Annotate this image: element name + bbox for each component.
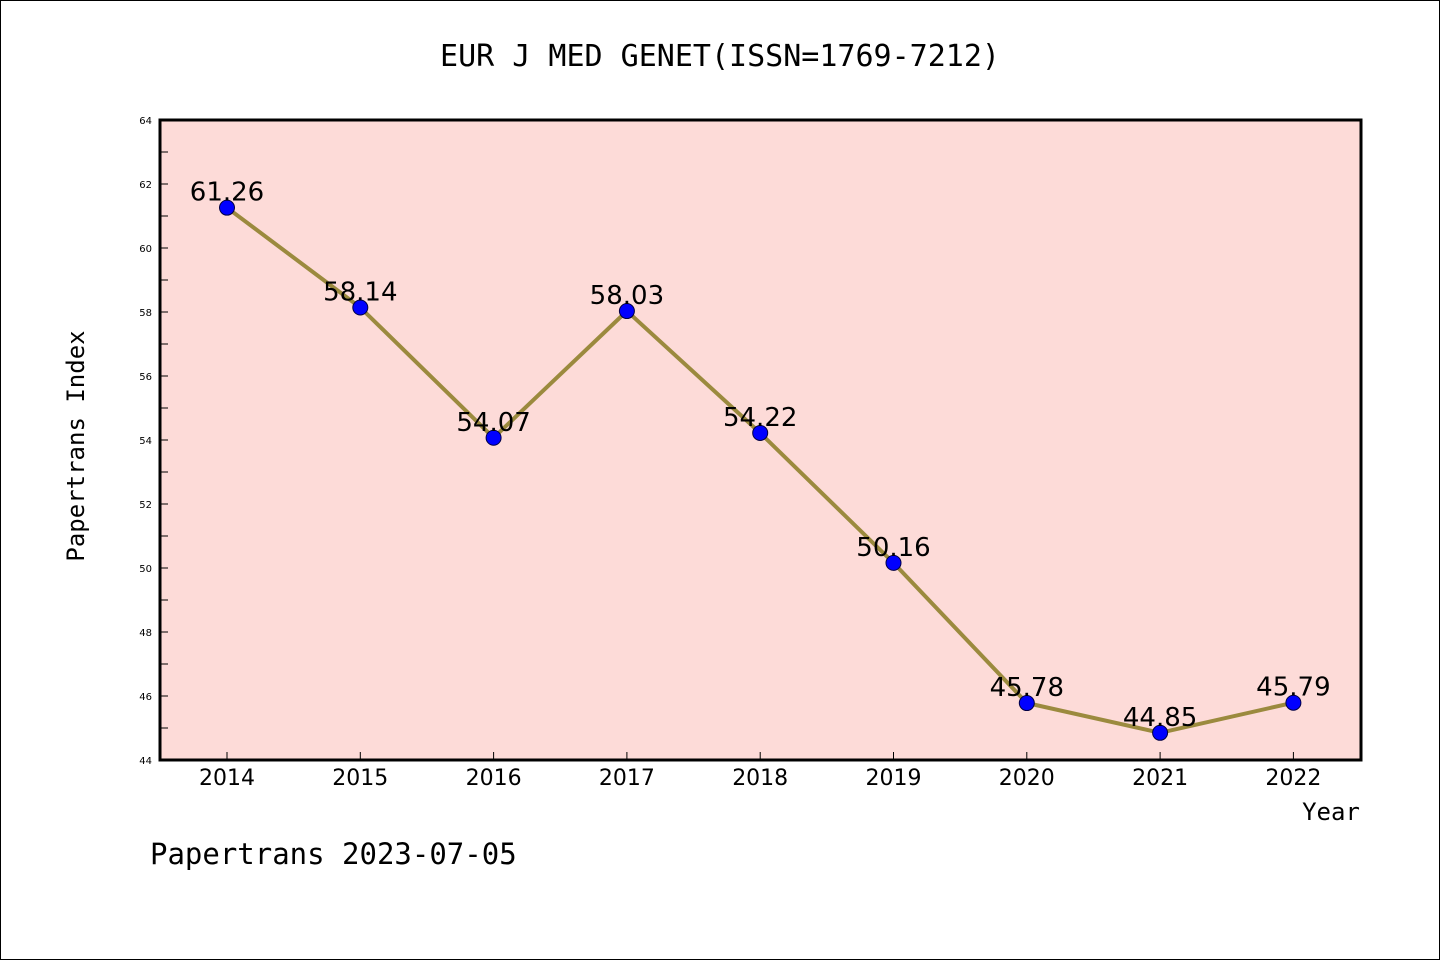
- data-point: [485, 429, 502, 446]
- x-tick-label: 2020: [999, 766, 1055, 791]
- x-axis: 2014 2015 2016 2017 2018 2019 2020 2021 2022: [199, 752, 1321, 791]
- y-tick-label: 62: [139, 180, 152, 191]
- data-label: 45.79: [1256, 673, 1330, 703]
- data-label: 50.16: [856, 533, 930, 563]
- y-tick-label: 60: [139, 244, 152, 255]
- y-tick-label: 50: [139, 564, 152, 575]
- x-tick-label: 2022: [1265, 766, 1321, 791]
- x-tick-label: 2017: [599, 766, 655, 791]
- data-label: 58.14: [323, 278, 397, 308]
- y-tick-label: 58: [139, 308, 152, 319]
- data-label: 54.07: [456, 408, 530, 438]
- data-point: [352, 299, 369, 316]
- x-tick-label: 2016: [466, 766, 522, 791]
- data-point: [1018, 695, 1035, 712]
- data-label: 58.03: [590, 281, 664, 311]
- data-label: 45.78: [990, 673, 1064, 703]
- x-tick-label: 2015: [332, 766, 388, 791]
- data-point: [1152, 724, 1169, 741]
- y-tick-label: 52: [139, 500, 152, 511]
- y-axis: 44 46 48 50 52 54 56 58 60 62 64: [139, 116, 168, 767]
- y-tick-label: 48: [139, 628, 152, 639]
- y-tick-label: 56: [139, 372, 152, 383]
- data-labels: 61.26 58.14 54.07 58.03 54.22 50.16 45.78 44.85…: [190, 178, 1331, 733]
- y-tick-label: 46: [139, 692, 152, 703]
- footer-text: Papertrans 2023-07-05: [150, 837, 517, 871]
- x-tick-label: 2019: [866, 766, 922, 791]
- data-label: 54.22: [723, 403, 797, 433]
- data-point: [219, 199, 235, 216]
- x-tick-label: 2021: [1132, 766, 1188, 791]
- y-tick-label: 44: [139, 756, 152, 767]
- x-tick-label: 2014: [199, 766, 255, 791]
- data-point: [752, 424, 769, 441]
- data-markers: [219, 199, 1302, 741]
- data-point: [885, 554, 902, 571]
- data-point: [618, 303, 635, 320]
- data-point: [1285, 694, 1302, 711]
- data-label: 44.85: [1123, 703, 1197, 733]
- y-tick-label: 54: [139, 436, 152, 447]
- x-tick-label: 2018: [732, 766, 788, 791]
- chart-title: EUR J MED GENET(ISSN=1769-7212): [440, 39, 1000, 74]
- y-axis-title: Papertrans Index: [62, 330, 90, 561]
- x-axis-title: Year: [1302, 798, 1360, 826]
- y-tick-label: 64: [139, 116, 152, 127]
- data-label: 61.26: [190, 178, 264, 208]
